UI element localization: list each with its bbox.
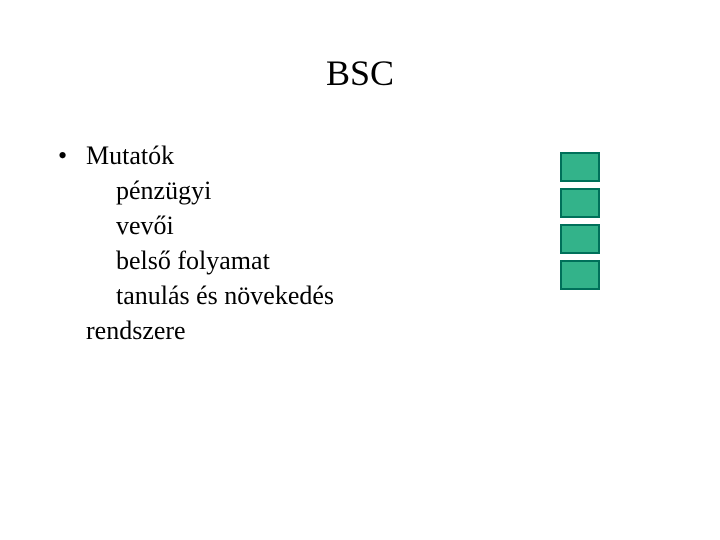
slide-title: BSC [0, 52, 720, 94]
box-icon [560, 152, 600, 182]
box-icon [560, 188, 600, 218]
content-block: • Mutatók pénzügyi vevői belső folyamat … [58, 138, 334, 349]
bullet-marker: • [58, 138, 86, 173]
bullet-item: • Mutatók [58, 138, 334, 173]
box-icon [560, 260, 600, 290]
decorative-boxes [560, 152, 600, 296]
bullet-closer: rendszere [58, 313, 334, 348]
subitem: vevői [58, 208, 334, 243]
box-icon [560, 224, 600, 254]
bullet-header: Mutatók [86, 138, 174, 173]
subitem: pénzügyi [58, 173, 334, 208]
subitem: belső folyamat [58, 243, 334, 278]
subitem: tanulás és növekedés [58, 278, 334, 313]
